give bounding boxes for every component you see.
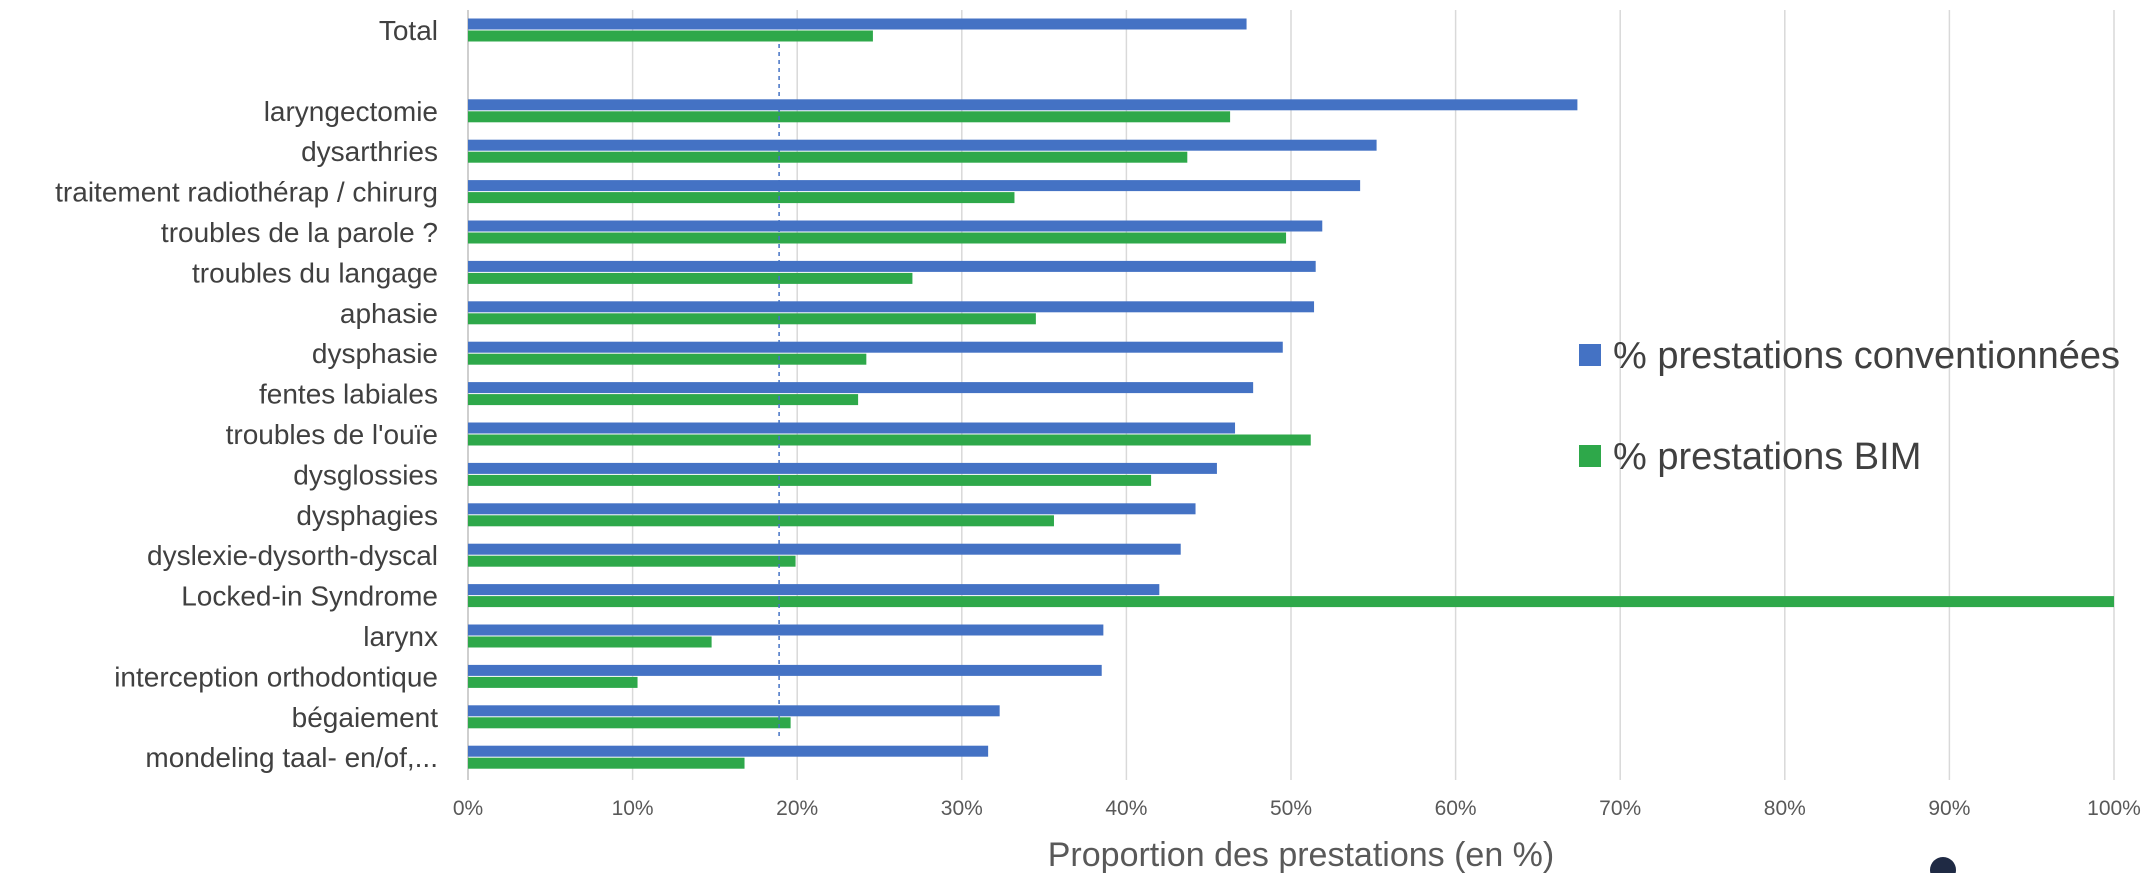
category-label: dyslexie-dysorth-dyscal [147, 540, 438, 571]
page-corner-dot [1930, 857, 1956, 873]
category-label: troubles du langage [192, 257, 438, 288]
bar-conventionnees [468, 382, 1254, 394]
bar-bim [468, 111, 1231, 123]
category-label: troubles de la parole ? [161, 217, 438, 248]
legend-swatch [1579, 344, 1601, 366]
x-tick-label: 30% [941, 797, 983, 820]
bar-bim [468, 757, 745, 769]
x-tick-label: 90% [1928, 797, 1970, 820]
x-tick-label: 10% [612, 797, 654, 820]
x-tick-label: 20% [776, 797, 818, 820]
bar-conventionnees [468, 584, 1160, 596]
bar-bim [468, 30, 873, 42]
bar-bim [468, 232, 1287, 244]
legend: % prestations conventionnées % prestation… [1579, 335, 2120, 478]
category-label: dysglossies [293, 459, 438, 490]
bar-bim [468, 474, 1152, 486]
bar-conventionnees [468, 180, 1361, 192]
legend-label: % prestations BIM [1613, 436, 1921, 478]
category-label: interception orthodontique [114, 661, 438, 692]
category-labels: Total laryngectomie dysarthries traitement … [55, 15, 438, 773]
bar-conventionnees [468, 543, 1181, 555]
x-tick-label: 80% [1764, 797, 1806, 820]
bars [468, 18, 2114, 769]
x-tick-label: 50% [1270, 797, 1312, 820]
bar-conventionnees [468, 745, 989, 757]
bar-bim [468, 192, 1015, 204]
category-label: mondeling taal- en/of,... [145, 742, 438, 773]
category-label: aphasie [340, 298, 438, 329]
x-tick-label: 100% [2087, 797, 2141, 820]
bar-bim [468, 313, 1036, 325]
bar-bim [468, 636, 712, 648]
x-tick-label: 40% [1105, 797, 1147, 820]
bar-bim [468, 515, 1054, 527]
bar-conventionnees [468, 301, 1315, 313]
category-label: dysphasie [312, 338, 438, 369]
category-label: fentes labiales [259, 379, 438, 410]
category-label: larynx [363, 621, 438, 652]
bar-conventionnees [468, 624, 1104, 636]
bar-bim [468, 394, 859, 406]
x-axis-title: Proportion des prestations (en %) [1048, 836, 1554, 873]
bar-conventionnees [468, 220, 1323, 232]
bar-conventionnees [468, 260, 1316, 272]
bar-bim [468, 434, 1311, 446]
bar-conventionnees [468, 139, 1377, 151]
legend-swatch [1579, 445, 1601, 467]
bar-conventionnees [468, 422, 1236, 434]
bar-conventionnees [468, 503, 1196, 515]
x-tick-label: 0% [453, 797, 483, 820]
gridlines [467, 10, 2115, 780]
x-tick-label: 70% [1599, 797, 1641, 820]
category-label: dysphagies [296, 500, 438, 531]
bar-bim [468, 555, 796, 567]
legend-label: % prestations conventionnées [1613, 335, 2120, 377]
bar-bim [468, 151, 1188, 163]
category-label: Total [379, 15, 438, 46]
bar-conventionnees [468, 705, 1000, 717]
x-tick-label: 60% [1435, 797, 1477, 820]
bar-conventionnees [468, 99, 1578, 111]
bar-conventionnees [468, 664, 1102, 676]
category-label: troubles de l'ouïe [226, 419, 438, 450]
bar-bim [468, 353, 867, 365]
x-tick-labels: 0% 10% 20% 30% 40% 50% 60% 70% 80% 90% 100% [453, 797, 2141, 820]
category-label: bégaiement [292, 702, 439, 733]
bar-bim [468, 596, 2114, 608]
bar-bim [468, 676, 638, 688]
bar-conventionnees [468, 462, 1217, 474]
category-label: dysarthries [301, 136, 438, 167]
bar-bim [468, 272, 913, 284]
category-label: traitement radiothérap / chirurg [55, 177, 438, 208]
category-label: laryngectomie [264, 96, 438, 127]
bar-conventionnees [468, 18, 1247, 30]
bar-conventionnees [468, 341, 1283, 353]
bar-bim [468, 717, 791, 729]
category-label: Locked-in Syndrome [181, 581, 438, 612]
